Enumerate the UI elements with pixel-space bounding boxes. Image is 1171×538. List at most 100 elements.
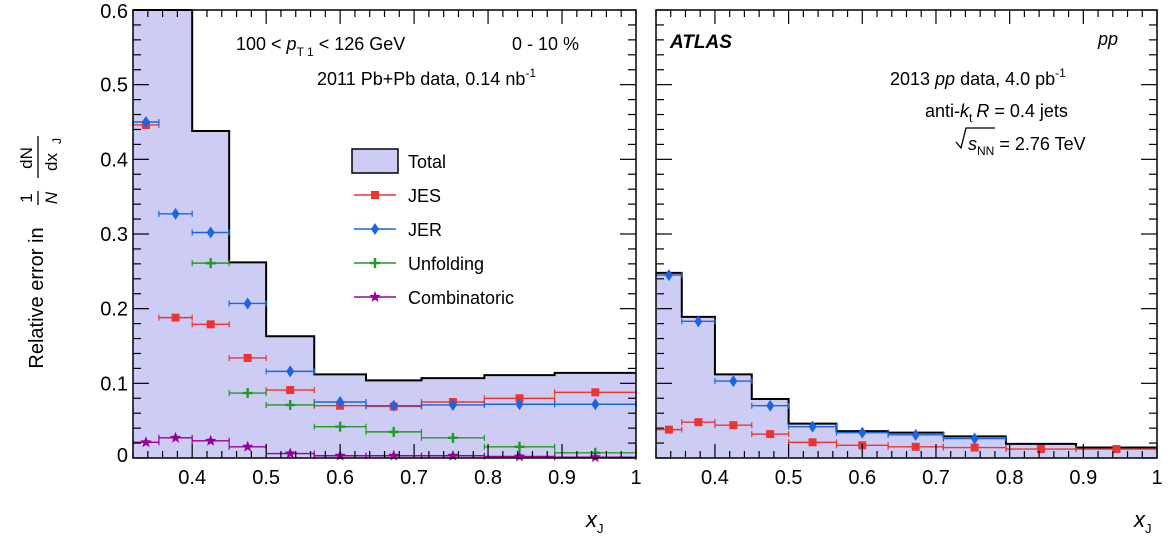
data-point (206, 320, 215, 329)
x-tick-label: 0.4 (178, 467, 206, 489)
legend-marker (369, 291, 381, 302)
data-point (513, 450, 526, 462)
data-point (808, 420, 817, 433)
data-point (766, 399, 775, 412)
dataset-annotation: 2011 Pb+Pb data, 0.14 nb-1 (317, 66, 536, 89)
data-point (171, 207, 180, 220)
data-point (286, 386, 295, 395)
axes-layer: 0.4 0.5 0.6 0.7 0.8 0.9 1 (655, 9, 1163, 489)
data-point (970, 443, 979, 452)
data-point (336, 396, 345, 408)
data-point (970, 432, 979, 445)
x-tick-label: 0.7 (400, 467, 428, 489)
data-point (1036, 445, 1045, 454)
legend: Total JES JER Unfolding Combinatoric (351, 148, 514, 308)
data-point (591, 398, 600, 411)
y-frac-den-right: dx (42, 153, 61, 171)
y-frac-num-right: dN (17, 147, 36, 169)
pp-dataset-annotation: 2013 pp data, 4.0 pb-1 (890, 66, 1066, 89)
y-frac-den-sub: J (50, 138, 64, 144)
x-axis-title-right: xJ (1133, 507, 1152, 536)
legend-label: Combinatoric (408, 288, 514, 308)
data-point (911, 442, 920, 451)
legend-swatch (351, 148, 399, 174)
x-tick-label: 1 (1151, 467, 1162, 489)
total-uncertainty-fill (656, 271, 1157, 458)
legend-label: JER (408, 220, 442, 240)
x-tick-label: 1 (630, 467, 641, 489)
series-jes (655, 418, 1158, 454)
x-tick-label: 0.6 (326, 467, 354, 489)
legend-label: Total (408, 152, 446, 172)
data-point (448, 398, 457, 411)
data-point (140, 436, 152, 448)
legend-item-jes: JES (354, 186, 441, 206)
legend-marker (370, 258, 380, 268)
data-point (729, 421, 738, 430)
legend-item-combinatoric: Combinatoric (354, 288, 514, 308)
data-point (141, 116, 150, 128)
legend-marker (371, 191, 379, 199)
data-point (694, 315, 703, 328)
y-axis-title-prefix: Relative error in (26, 227, 48, 368)
data-point (206, 226, 215, 239)
x-tick-label: 0.4 (701, 467, 729, 489)
total-area (656, 272, 1157, 458)
y-tick-label: 0.6 (100, 1, 128, 23)
legend-item-jer: JER (354, 220, 442, 240)
energy-annotation: sNN = 2.76 TeV (955, 127, 1086, 158)
x-tick-label: 0.5 (775, 467, 803, 489)
x-tick-label: 0.9 (548, 467, 576, 489)
series-jer (655, 269, 1007, 445)
data-point (589, 451, 601, 463)
y-tick-label: 0.3 (100, 224, 128, 246)
y-tick-label: 0.2 (100, 299, 128, 321)
atlas-label: ATLAS (669, 32, 732, 53)
data-point (284, 447, 296, 459)
data-point (515, 398, 524, 411)
data-point (664, 425, 673, 434)
axes-layer: 0.4 0.5 0.6 0.7 0.8 0.9 1 0 0.1 0.2 0.3 0.4 0.5 0.6 (100, 1, 641, 489)
data-point (388, 426, 399, 437)
data-point (808, 438, 817, 447)
y-frac-num-left: 1 (17, 193, 36, 202)
y-tick-label: 0.5 (100, 75, 128, 97)
data-point (286, 365, 295, 378)
x-axis-title-left: xJ (585, 507, 604, 536)
x-tick-label: 0.8 (996, 467, 1024, 489)
svg-text:sNN = 2.76 TeV: sNN = 2.76 TeV (968, 134, 1086, 158)
jet-algo-annotation: anti-kt R = 0.4 jets (925, 101, 1068, 125)
data-point (1112, 445, 1121, 454)
data-point (447, 449, 459, 461)
data-point (205, 258, 216, 269)
data-point (389, 399, 398, 412)
data-point (664, 269, 673, 282)
series-layer (655, 269, 1158, 454)
x-tick-label: 0.6 (848, 467, 876, 489)
x-tick-label: 0.5 (252, 467, 280, 489)
total-area (133, 10, 636, 458)
data-point (858, 426, 867, 439)
centrality-annotation: 0 - 10 % (512, 34, 579, 54)
legend-label: Unfolding (408, 254, 484, 274)
pt-range-annotation: 100 < pT 1 < 126 GeV (236, 34, 405, 59)
legend-item-unfolding: Unfolding (354, 254, 484, 274)
y-axis-title: Relative error in 1 N dN dx J (17, 136, 64, 369)
panel-pp: 0.4 0.5 0.6 0.7 0.8 0.9 1 ATLAS pp 2013 pp dat… (655, 9, 1163, 536)
data-point (591, 388, 600, 397)
data-point (694, 418, 703, 427)
x-tick-label: 0.7 (922, 467, 950, 489)
system-label: pp (1097, 29, 1118, 49)
data-point (285, 399, 296, 410)
data-point (447, 432, 458, 443)
y-frac-den-left: N (42, 191, 61, 204)
legend-item-total: Total (351, 148, 446, 174)
data-point (171, 313, 180, 322)
data-point (729, 375, 738, 388)
data-point (388, 449, 400, 461)
y-tick-label: 0.4 (100, 149, 128, 171)
series-jer (132, 116, 637, 412)
panel-pbpb: 0.4 0.5 0.6 0.7 0.8 0.9 1 0 0.1 0.2 0.3 0.4 0.5 0.6 1… (100, 1, 641, 536)
data-point (243, 297, 252, 310)
